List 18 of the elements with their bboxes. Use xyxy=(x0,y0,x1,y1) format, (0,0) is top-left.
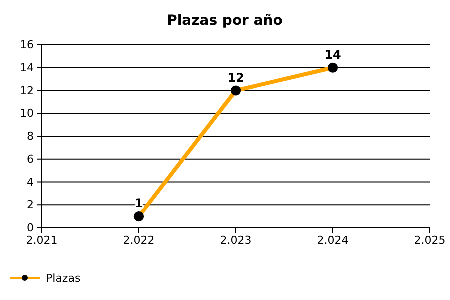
x-tick-label: 2.024 xyxy=(317,234,349,247)
y-tick-label: 2 xyxy=(27,198,34,212)
x-tick-label: 2.021 xyxy=(26,234,58,247)
y-tick-label: 0 xyxy=(27,222,34,235)
y-tick-label: 10 xyxy=(20,107,34,120)
y-tick-label: 6 xyxy=(27,152,34,166)
y-tick-label: 16 xyxy=(20,38,34,52)
y-tick-label: 12 xyxy=(20,84,34,98)
legend-label: Plazas xyxy=(46,272,81,285)
y-tick-label: 8 xyxy=(27,130,34,144)
data-label: 12 xyxy=(228,70,244,85)
y-tick-label: 4 xyxy=(27,176,34,189)
x-tick-label: 2.023 xyxy=(220,234,252,247)
chart-title: Plazas por año xyxy=(167,13,284,29)
y-tick-label: 14 xyxy=(20,61,34,74)
x-tick-label: 2.025 xyxy=(414,234,446,247)
x-tick-label: 2.022 xyxy=(123,234,155,247)
data-label: 14 xyxy=(324,48,342,62)
